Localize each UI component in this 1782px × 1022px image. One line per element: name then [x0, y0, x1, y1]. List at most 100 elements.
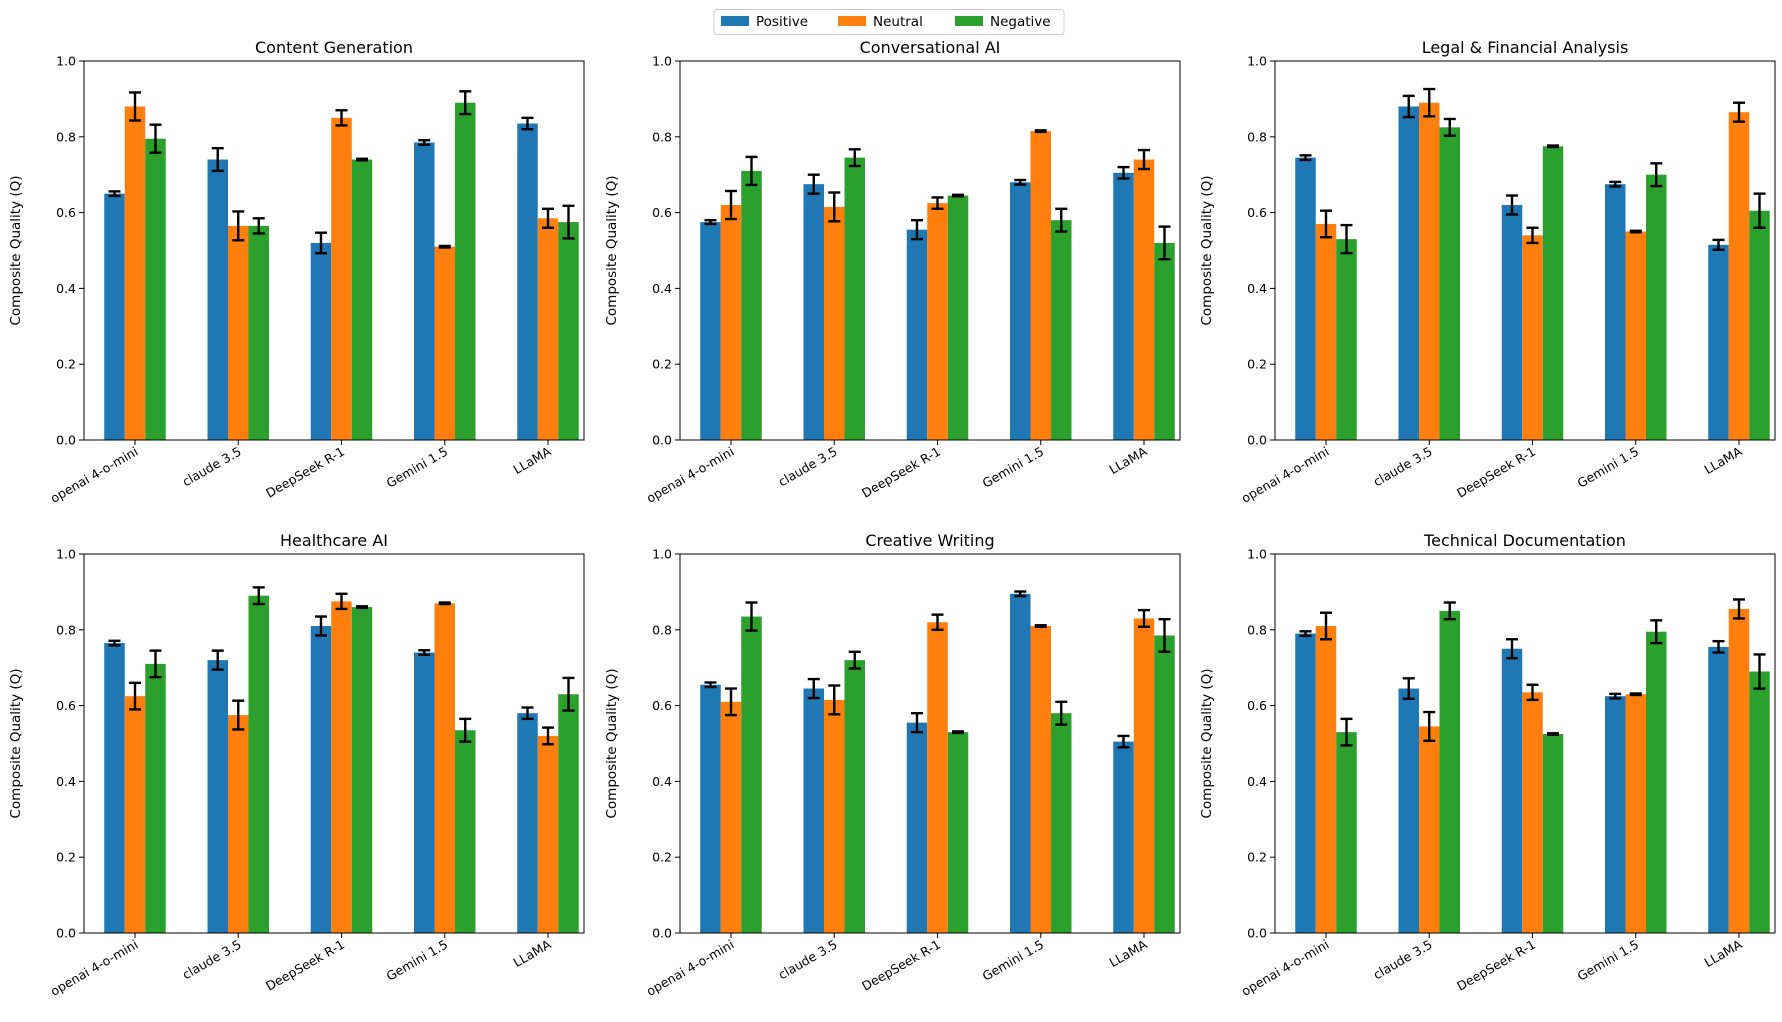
- bar-positive-5: [1708, 244, 1729, 440]
- bar-positive-4: [414, 652, 435, 933]
- x-tick-label: Gemini 1.5: [384, 937, 451, 984]
- y-tick-label: 0.0: [652, 433, 672, 448]
- subplot-title: Healthcare AI: [280, 531, 388, 550]
- y-tick-label: 0.8: [1247, 622, 1267, 637]
- y-tick-label: 0.4: [652, 774, 672, 789]
- bar-neutral-2: [824, 699, 845, 933]
- legend-swatch-positive: [721, 16, 749, 26]
- bar-negative-3: [351, 607, 373, 933]
- bar-neutral-3: [1522, 235, 1543, 440]
- bar-negative-4: [455, 102, 476, 440]
- bar-neutral-2: [1419, 102, 1440, 440]
- bar-positive-5: [1113, 172, 1134, 440]
- x-tick-label: openai 4-o-mini: [1239, 937, 1332, 999]
- bar-positive-5: [1113, 741, 1134, 933]
- x-tick-label: LLaMA: [1702, 936, 1745, 970]
- x-tick-label: claude 3.5: [180, 937, 244, 983]
- subplot-1: 0.0 0.2 0.4 0.6 0.8 1.0 openai 4-o-mini claude …: [8, 38, 585, 506]
- y-tick-label: 0.6: [1247, 205, 1267, 220]
- bar-neutral-4: [1625, 694, 1646, 933]
- bar-negative-5: [1749, 671, 1770, 933]
- bar-neutral-2: [228, 715, 249, 933]
- x-tick-label: openai 4-o-mini: [1239, 444, 1332, 506]
- bar-neutral-3: [927, 622, 948, 933]
- y-tick-label: 0.4: [56, 281, 76, 296]
- x-tick-label: Gemini 1.5: [1575, 444, 1642, 491]
- bar-neutral-5: [537, 218, 559, 440]
- bar-positive-3: [906, 229, 928, 440]
- bar-positive-5: [517, 713, 538, 933]
- plot-frame: [679, 60, 1181, 441]
- bar-negative-5: [558, 222, 579, 440]
- y-tick-label: 0.0: [56, 433, 76, 448]
- y-axis-label: Composite Quality (Q): [8, 668, 24, 818]
- bar-negative-5: [1154, 242, 1175, 440]
- y-tick-label: 1.0: [652, 54, 672, 69]
- bar-positive-1: [1295, 157, 1316, 440]
- y-tick-label: 0.4: [56, 774, 76, 789]
- x-tick-label: claude 3.5: [776, 444, 840, 490]
- bar-positive-2: [1398, 688, 1419, 933]
- x-tick-label: LLaMA: [511, 443, 554, 477]
- bar-neutral-5: [537, 735, 559, 933]
- y-tick-label: 0.6: [652, 205, 672, 220]
- bar-negative-1: [145, 663, 166, 933]
- bar-neutral-3: [927, 203, 948, 441]
- bar-positive-3: [1501, 648, 1523, 933]
- x-tick-label: DeepSeek R-1: [263, 937, 347, 994]
- y-tick-label: 0.6: [56, 205, 76, 220]
- bar-positive-1: [1295, 633, 1316, 933]
- x-tick-label: claude 3.5: [1371, 937, 1435, 983]
- bar-neutral-1: [720, 701, 742, 933]
- x-tick-label: openai 4-o-mini: [48, 444, 141, 506]
- y-tick-label: 1.0: [1247, 547, 1267, 562]
- x-tick-label: LLaMA: [1107, 443, 1150, 477]
- bar-neutral-2: [824, 206, 845, 440]
- bar-neutral-3: [331, 601, 352, 934]
- bar-neutral-4: [1030, 626, 1051, 933]
- plot-frame: [83, 553, 585, 934]
- bar-negative-5: [558, 694, 579, 933]
- bar-negative-4: [1051, 220, 1072, 440]
- bar-neutral-4: [434, 246, 455, 440]
- y-axis-label: Composite Quality (Q): [1199, 668, 1215, 818]
- bar-negative-3: [947, 195, 969, 440]
- legend: Positive Neutral Negative: [713, 9, 1065, 35]
- bar-positive-5: [517, 123, 538, 440]
- x-tick-label: claude 3.5: [1371, 444, 1435, 490]
- bar-neutral-4: [434, 603, 455, 933]
- bar-positive-2: [803, 688, 824, 933]
- x-tick-label: openai 4-o-mini: [48, 937, 141, 999]
- x-tick-label: Gemini 1.5: [1575, 937, 1642, 984]
- bar-negative-3: [947, 732, 969, 933]
- y-axis-label: Composite Quality (Q): [8, 175, 24, 325]
- x-tick-label: claude 3.5: [180, 444, 244, 490]
- subplot-4: 0.0 0.2 0.4 0.6 0.8 1.0 openai 4-o-mini claude …: [8, 531, 585, 999]
- bar-neutral-1: [124, 106, 146, 440]
- y-tick-label: 0.8: [1247, 129, 1267, 144]
- x-tick-label: DeepSeek R-1: [859, 937, 943, 994]
- bar-positive-4: [1010, 593, 1031, 933]
- bar-positive-2: [207, 660, 228, 933]
- y-tick-label: 1.0: [56, 54, 76, 69]
- plot-frame: [83, 60, 585, 441]
- subplot-2: 0.0 0.2 0.4 0.6 0.8 1.0 openai 4-o-mini claude …: [604, 38, 1181, 506]
- bar-negative-3: [351, 159, 373, 441]
- bar-positive-4: [414, 142, 435, 441]
- y-tick-label: 0.8: [652, 129, 672, 144]
- bar-neutral-2: [228, 225, 249, 440]
- bar-negative-2: [248, 225, 269, 440]
- bar-positive-3: [906, 722, 928, 933]
- bar-positive-1: [700, 222, 721, 440]
- bar-negative-2: [844, 157, 865, 440]
- x-tick-label: claude 3.5: [776, 937, 840, 983]
- bar-neutral-1: [720, 205, 742, 440]
- bar-negative-2: [1439, 610, 1460, 933]
- bar-positive-5: [1708, 646, 1729, 933]
- bar-negative-1: [1336, 732, 1357, 933]
- bar-positive-1: [104, 193, 125, 440]
- subplot-title: Legal & Financial Analysis: [1422, 38, 1629, 57]
- bar-positive-2: [803, 184, 824, 440]
